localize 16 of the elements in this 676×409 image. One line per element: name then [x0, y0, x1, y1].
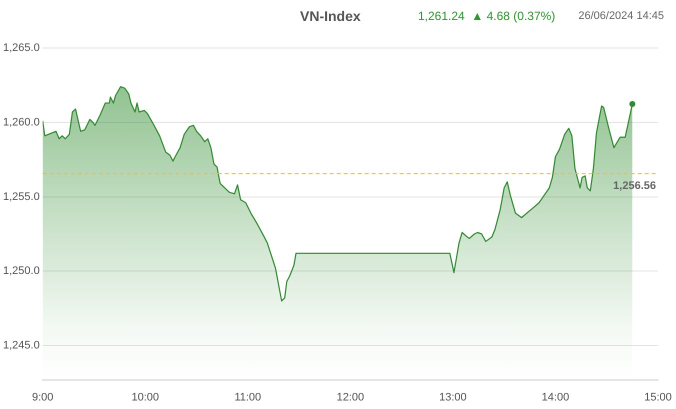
x-tick-label: 15:00	[644, 391, 672, 404]
x-tick-label: 10:00	[131, 391, 160, 404]
x-tick-label: 9:00	[32, 391, 54, 404]
chart-title: VN-Index	[300, 8, 361, 24]
y-tick-label: 1,265.0	[3, 42, 40, 54]
x-tick-label: 13:00	[439, 391, 467, 404]
y-tick-label: 1,255.0	[3, 190, 40, 203]
x-tick-label: 14:00	[542, 391, 570, 404]
x-tick-label: 12:00	[336, 391, 364, 404]
y-tick-label: 1,245.0	[3, 340, 40, 352]
y-tick-label: 1,250.0	[3, 265, 40, 278]
ref-line-label: 1,256.56	[613, 180, 656, 192]
text: 26/06/2024 14:45	[578, 10, 664, 22]
chart-subtitle: 1,261.24 ▲ 4.68 (0.37%)	[418, 9, 556, 23]
x-tick-label: 11:00	[234, 391, 262, 404]
y-tick-label: 1,260.0	[3, 116, 40, 128]
